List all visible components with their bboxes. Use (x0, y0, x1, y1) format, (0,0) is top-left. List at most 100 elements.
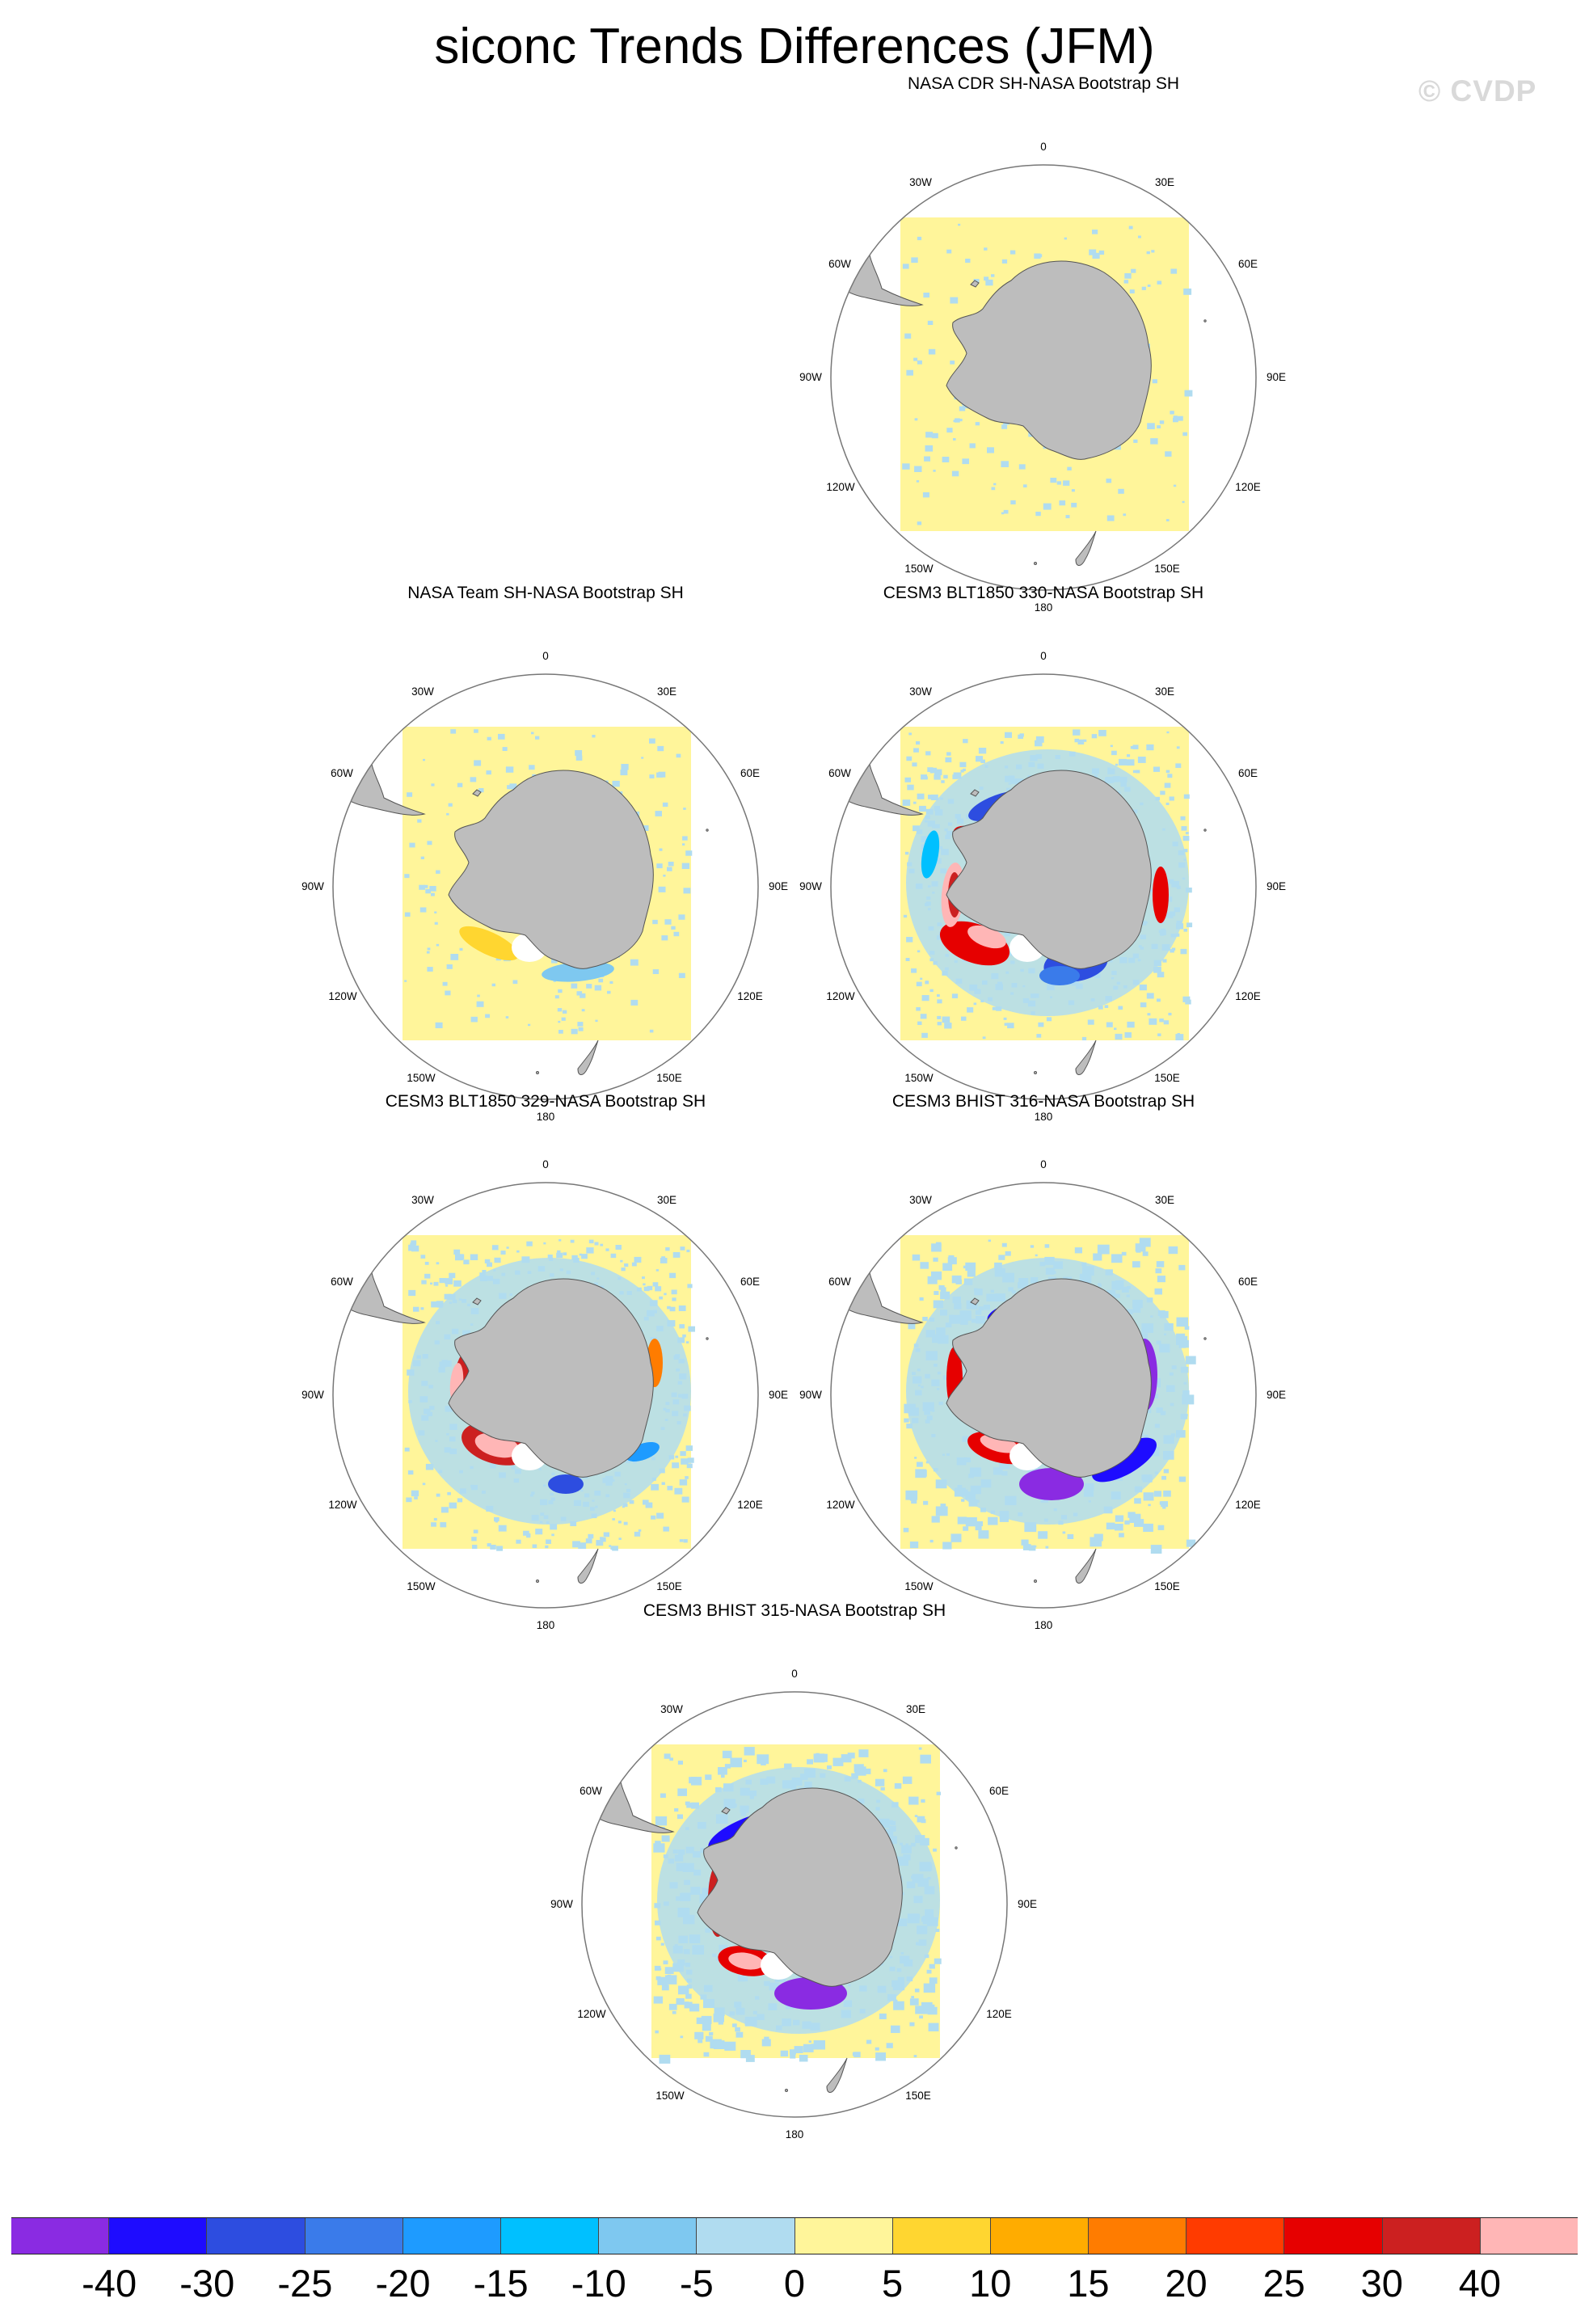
longitude-label-s150e: 150E (1154, 1580, 1180, 1592)
panel-title: CESM3 BHIST 316-NASA Bootstrap SH (891, 1092, 1195, 1111)
longitude-label-n60e: 60E (1237, 258, 1258, 270)
longitude-label-s150e: 150E (905, 2090, 931, 2102)
map-boundary (332, 673, 759, 1100)
longitude-label-n60w: 60W (331, 1276, 353, 1288)
longitude-label-n30e: 30E (1154, 176, 1175, 188)
longitude-label-n60e: 60E (1237, 767, 1258, 779)
longitude-label-s120w: 120W (826, 1499, 855, 1511)
colorbar-tick-label: -20 (375, 2262, 431, 2305)
colorbar-segment (794, 2218, 893, 2254)
panel-title: CESM3 BLT1850 330-NASA Bootstrap SH (883, 584, 1204, 602)
colorbar-segment (500, 2218, 600, 2254)
longitude-label-e90: 90E (768, 880, 789, 892)
longitude-label-n60e: 60E (740, 1276, 761, 1288)
colorbar-segment (403, 2218, 501, 2254)
longitude-label-s120e: 120E (1235, 481, 1261, 493)
longitude-label-w90: 90W (301, 1389, 324, 1401)
longitude-label-s120e: 120E (1235, 1499, 1261, 1511)
colorbar-tick-label: 15 (1067, 2262, 1110, 2305)
longitude-label-e90: 90E (1017, 1898, 1038, 1910)
panel-title: CESM3 BHIST 315-NASA Bootstrap SH (643, 1601, 946, 1620)
longitude-label-n60w: 60W (828, 258, 851, 270)
longitude-label-top: 0 (542, 650, 549, 662)
colorbar-segment (697, 2218, 795, 2254)
longitude-label-e90: 90E (1266, 1389, 1287, 1401)
longitude-label-n30w: 30W (660, 1703, 683, 1715)
colorbar-tick-label: -30 (179, 2262, 235, 2305)
longitude-label-s150w: 150W (655, 2090, 685, 2102)
longitude-label-e90: 90E (768, 1389, 789, 1401)
colorbar-segment (1382, 2218, 1481, 2254)
page-title: siconc Trends Differences (JFM) (434, 19, 1155, 74)
trend-anomaly (728, 1952, 764, 1970)
longitude-label-w90: 90W (550, 1898, 573, 1910)
longitude-label-bottom: 180 (1034, 601, 1053, 614)
longitude-label-n30w: 30W (411, 1194, 434, 1206)
panel-title: NASA Team SH-NASA Bootstrap SH (407, 584, 684, 602)
longitude-label-n60w: 60W (828, 1276, 851, 1288)
longitude-label-top: 0 (542, 1158, 549, 1170)
longitude-label-s150e: 150E (1154, 1072, 1180, 1084)
cvdp-watermark: © CVDP (1418, 74, 1537, 108)
polar-stereographic-map (830, 1182, 1257, 1609)
map-boundary (332, 1182, 759, 1609)
colorbar-tick-label: 10 (969, 2262, 1012, 2305)
longitude-label-s120w: 120W (328, 990, 357, 1002)
longitude-label-bottom: 180 (536, 1619, 555, 1631)
longitude-label-top: 0 (1040, 141, 1047, 153)
longitude-label-bottom: 180 (1034, 1111, 1053, 1123)
colorbar-tick-label: 25 (1262, 2262, 1305, 2305)
longitude-label-s120e: 120E (737, 1499, 763, 1511)
longitude-label-w90: 90W (301, 880, 324, 892)
colorbar-segment (109, 2218, 208, 2254)
longitude-label-s150e: 150E (656, 1580, 682, 1592)
longitude-label-s150w: 150W (904, 563, 934, 575)
colorbar-segment (1186, 2218, 1285, 2254)
longitude-label-e90: 90E (1266, 880, 1287, 892)
trend-anomaly (1019, 1468, 1084, 1500)
longitude-label-n30e: 30E (656, 685, 677, 698)
colorbar-tick-label: -10 (571, 2262, 626, 2305)
longitude-label-s150w: 150W (904, 1072, 934, 1084)
colorbar-tick-label: 5 (882, 2262, 904, 2305)
colorbar-segment (305, 2218, 403, 2254)
longitude-label-bottom: 180 (536, 1111, 555, 1123)
longitude-label-w90: 90W (799, 371, 822, 383)
longitude-label-n30w: 30W (909, 685, 932, 698)
longitude-label-n60w: 60W (331, 767, 353, 779)
longitude-label-w90: 90W (799, 880, 822, 892)
longitude-label-s120w: 120W (826, 481, 855, 493)
map-boundary (581, 1691, 1008, 2118)
longitude-label-n60w: 60W (580, 1785, 602, 1797)
colorbar-segment (1284, 2218, 1383, 2254)
map-boundary (830, 164, 1257, 591)
longitude-label-n30e: 30E (905, 1703, 926, 1715)
longitude-label-n60w: 60W (828, 767, 851, 779)
trend-anomaly (921, 830, 940, 879)
colorbar-segment (11, 2218, 110, 2254)
trend-anomaly (459, 926, 519, 961)
longitude-label-s120e: 120E (737, 990, 763, 1002)
longitude-label-s120w: 120W (826, 990, 855, 1002)
longitude-label-n30w: 30W (909, 1194, 932, 1206)
longitude-label-n30e: 30E (1154, 685, 1175, 698)
trend-anomaly (548, 1474, 584, 1494)
colorbar-segment (1480, 2218, 1578, 2254)
colorbar-segment (599, 2218, 698, 2254)
trend-anomaly (1153, 867, 1169, 923)
longitude-label-w90: 90W (799, 1389, 822, 1401)
colorbar-segment (207, 2218, 306, 2254)
colorbar-tick-label: -40 (82, 2262, 137, 2305)
polar-stereographic-map (332, 1182, 759, 1609)
longitude-label-n30e: 30E (1154, 1194, 1175, 1206)
longitude-label-s150w: 150W (904, 1580, 934, 1592)
longitude-label-n60e: 60E (740, 767, 761, 779)
polar-stereographic-map (830, 673, 1257, 1100)
map-boundary (830, 1182, 1257, 1609)
longitude-label-s150e: 150E (1154, 563, 1180, 575)
longitude-label-s120e: 120E (986, 2008, 1012, 2020)
longitude-label-s120w: 120W (577, 2008, 606, 2020)
longitude-label-n60e: 60E (988, 1785, 1009, 1797)
longitude-label-n30w: 30W (909, 176, 932, 188)
panel-title: NASA CDR SH-NASA Bootstrap SH (907, 74, 1180, 93)
